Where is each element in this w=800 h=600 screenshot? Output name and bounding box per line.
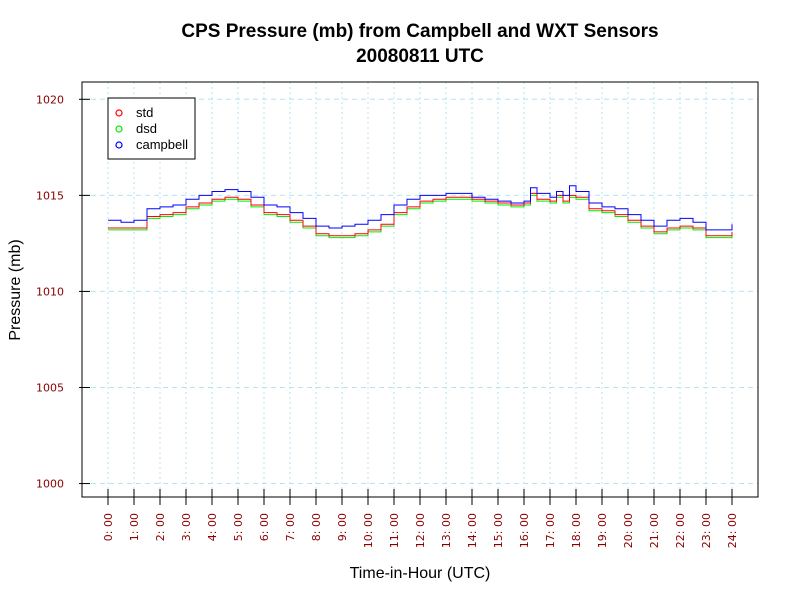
series-line-std <box>108 192 733 237</box>
series-line-campbell <box>108 185 733 231</box>
y-axis-label: Pressure (mb) <box>7 239 24 340</box>
legend-label-std: std <box>136 105 153 120</box>
ticks-layer: 0: 00 1: 00 2: 00 3: 00 4: 00 5: 00 6: 00 7: 00… <box>36 93 739 548</box>
x-tick-label: 21: 00 <box>648 513 661 548</box>
x-tick-label: 14: 00 <box>466 513 479 548</box>
x-tick-label: 9: 00 <box>336 513 349 541</box>
legend-marker-dsd <box>115 125 123 133</box>
series-line-dsd <box>108 194 733 239</box>
x-tick-label: 5: 00 <box>232 513 245 541</box>
x-tick-label: 3: 00 <box>180 513 193 541</box>
x-tick-label: 22: 00 <box>674 513 687 548</box>
legend-marker-std <box>115 109 123 117</box>
series-layer <box>108 185 733 239</box>
y-tick-label: 1005 <box>36 381 64 394</box>
x-tick-label: 12: 00 <box>414 513 427 548</box>
x-tick-label: 15: 00 <box>492 513 505 548</box>
chart-title: CPS Pressure (mb) from Campbell and WXT … <box>181 21 658 42</box>
x-tick-label: 10: 00 <box>362 513 375 548</box>
x-tick-label: 17: 00 <box>544 513 557 548</box>
x-tick-label: 18: 00 <box>570 513 583 548</box>
x-tick-label: 2: 00 <box>154 513 167 541</box>
x-tick-label: 8: 00 <box>310 513 323 541</box>
legend-label-dsd: dsd <box>136 121 157 136</box>
x-tick-label: 19: 00 <box>596 513 609 548</box>
x-axis-label: Time-in-Hour (UTC) <box>350 565 491 582</box>
x-tick-label: 24: 00 <box>726 513 739 548</box>
x-tick-label: 6: 00 <box>258 513 271 541</box>
y-tick-label: 1010 <box>36 285 64 298</box>
x-tick-label: 20: 00 <box>622 513 635 548</box>
x-tick-label: 16: 00 <box>518 513 531 548</box>
x-tick-label: 23: 00 <box>700 513 713 548</box>
x-tick-label: 11: 00 <box>388 513 401 548</box>
x-tick-label: 0: 00 <box>102 513 115 541</box>
x-tick-label: 1: 00 <box>128 513 141 541</box>
plot-frame <box>81 81 759 498</box>
x-tick-label: 4: 00 <box>206 513 219 541</box>
y-tick-label: 1000 <box>36 478 64 491</box>
y-tick-label: 1020 <box>36 93 64 106</box>
legend-label-campbell: campbell <box>136 137 188 152</box>
x-tick-label: 7: 00 <box>284 513 297 541</box>
chart-subtitle: 20080811 UTC <box>356 46 484 67</box>
legend-marker-campbell <box>115 141 123 149</box>
x-tick-label: 13: 00 <box>440 513 453 548</box>
y-tick-label: 1015 <box>36 189 64 202</box>
